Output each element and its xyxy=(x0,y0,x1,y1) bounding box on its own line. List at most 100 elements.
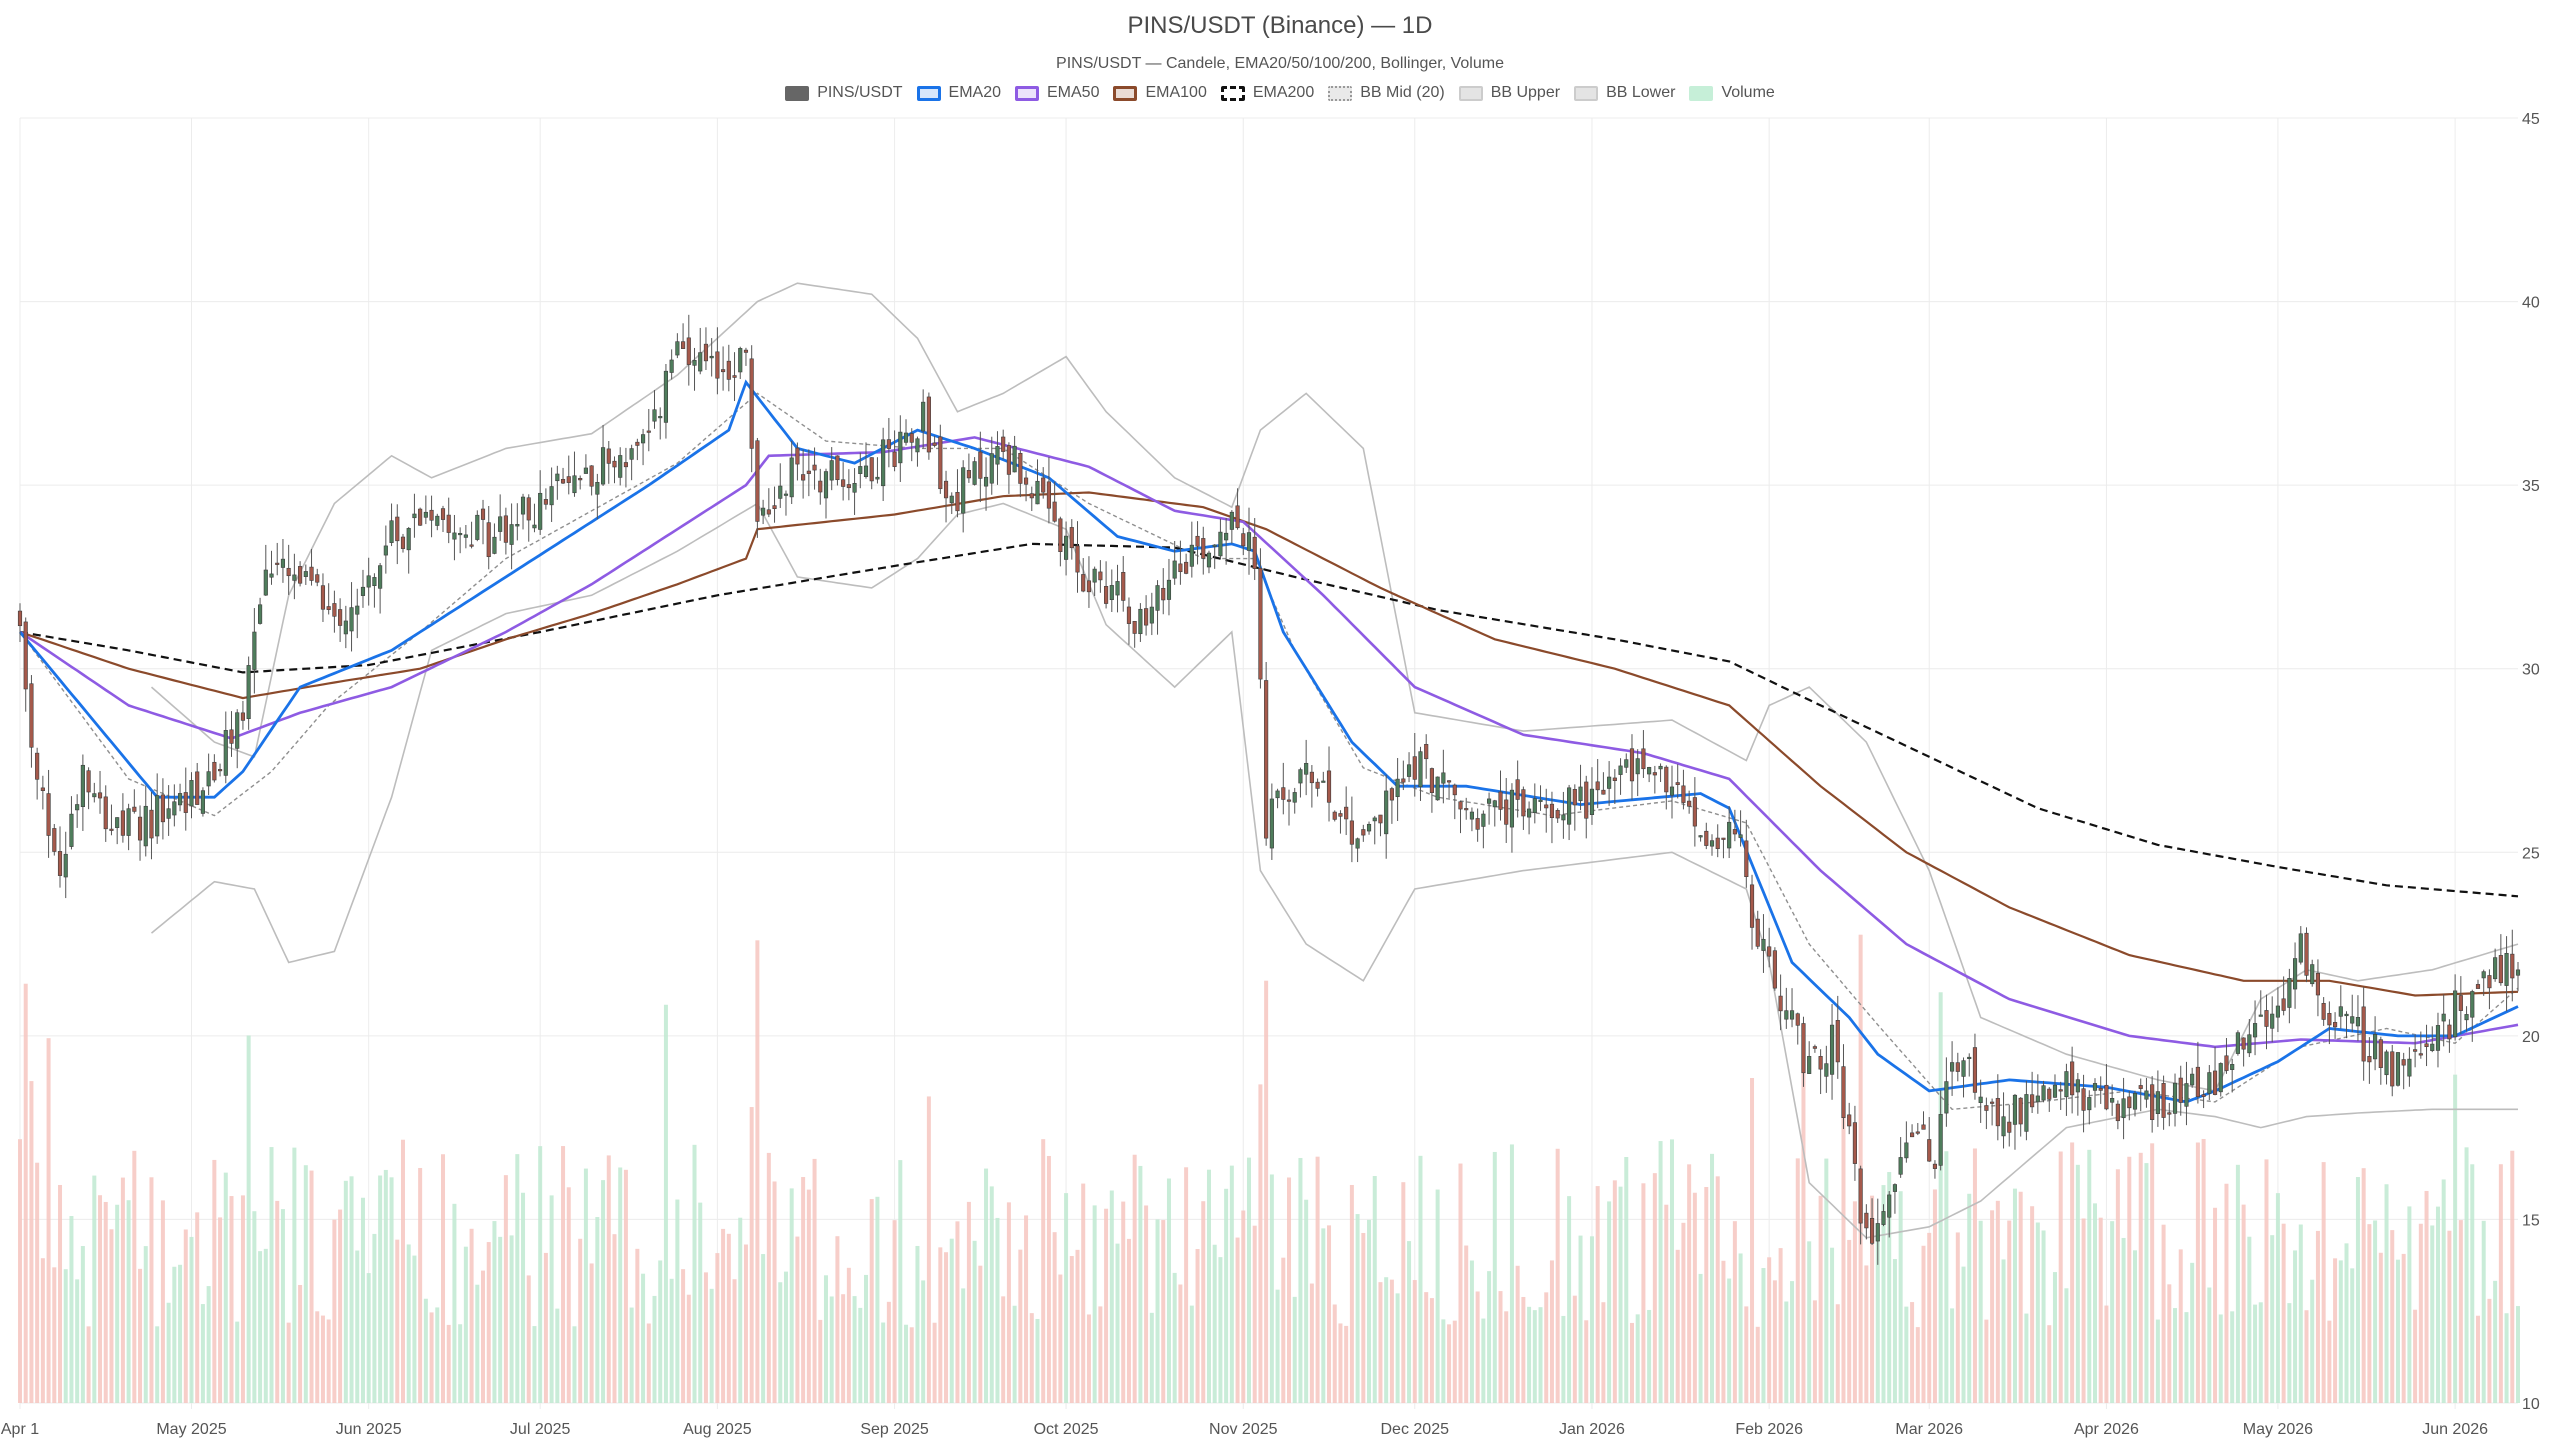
volume-bar xyxy=(1355,1214,1360,1403)
candle-body xyxy=(1847,1114,1852,1127)
volume-bar xyxy=(1075,1249,1080,1403)
candle-body xyxy=(1378,814,1383,824)
candle-body xyxy=(1275,790,1280,799)
candle-body xyxy=(1835,1020,1840,1063)
volume-bar xyxy=(1744,1306,1749,1403)
candle-body xyxy=(829,460,834,481)
legend-item[interactable]: BB Mid (20) xyxy=(1328,84,1445,102)
volume-bar xyxy=(218,1217,223,1403)
volume-bar xyxy=(1538,1307,1543,1403)
candle-body xyxy=(2418,1053,2423,1056)
candle-body xyxy=(292,574,297,581)
volume-bar xyxy=(1589,1236,1594,1403)
candle-body xyxy=(320,585,326,610)
chart-legend: PINS/USDT EMA20 EMA50 EMA100 EMA200 BB Mid (2… xyxy=(0,84,2560,102)
candle-body xyxy=(280,558,286,568)
candle-body xyxy=(681,341,686,349)
volume-bar xyxy=(115,1204,120,1403)
candle-body xyxy=(1504,799,1509,825)
legend-label: BB Lower xyxy=(1606,84,1676,101)
candle-body xyxy=(2333,1022,2338,1028)
volume-bar xyxy=(86,1326,91,1403)
volume-bar xyxy=(1721,1260,1726,1403)
candle-body xyxy=(1458,801,1463,810)
candle-body xyxy=(1515,779,1520,800)
volume-bar xyxy=(2035,1222,2040,1403)
volume-bar xyxy=(2104,1305,2109,1403)
candle-body xyxy=(1978,1096,1983,1103)
volume-bar xyxy=(1767,1257,1772,1403)
candle-body xyxy=(1092,568,1097,583)
legend-item[interactable]: EMA20 xyxy=(916,84,1001,102)
candle-body xyxy=(2247,1034,2252,1054)
volume-bar xyxy=(2344,1243,2349,1403)
volume-bar xyxy=(1155,1219,1160,1403)
legend-item[interactable]: EMA50 xyxy=(1015,84,1099,102)
volume-bar xyxy=(2201,1138,2206,1403)
candle-body xyxy=(2058,1089,2063,1092)
candle-body xyxy=(2030,1094,2035,1108)
candle-body xyxy=(1464,808,1469,811)
legend-item[interactable]: EMA100 xyxy=(1113,84,1207,102)
volume-bar xyxy=(2275,1193,2280,1403)
candle-body xyxy=(223,730,228,776)
volume-bar xyxy=(1881,1185,1886,1403)
candle-body xyxy=(2132,1093,2138,1110)
candle-body xyxy=(1315,781,1320,789)
candle-body xyxy=(1492,800,1497,808)
candle-body xyxy=(709,355,714,359)
volume-bar xyxy=(2498,1164,2503,1403)
volume-bar xyxy=(1218,1257,1223,1403)
candle-body xyxy=(2475,984,2481,989)
volume-bar xyxy=(126,1200,131,1403)
candle-body xyxy=(1561,814,1566,821)
legend-item[interactable]: Volume xyxy=(1689,84,1775,102)
volume-bar xyxy=(1361,1232,1366,1403)
legend-item[interactable]: BB Upper xyxy=(1458,84,1560,102)
volume-bar xyxy=(1801,1044,1806,1403)
volume-bar xyxy=(698,1202,703,1403)
candle-body xyxy=(1647,767,1652,775)
legend-item[interactable]: BB Lower xyxy=(1574,84,1675,102)
candle-body xyxy=(2098,1088,2103,1091)
volume-bar xyxy=(1144,1205,1149,1403)
candle-body xyxy=(1698,835,1703,838)
candle-body xyxy=(698,352,703,372)
candle-body xyxy=(1910,1132,1915,1138)
volume-bar xyxy=(2018,1191,2023,1403)
candle-body xyxy=(1607,776,1612,789)
candle-body xyxy=(1778,995,1783,1012)
candle-body xyxy=(2155,1091,2160,1114)
candle-body xyxy=(132,806,137,812)
volume-bar xyxy=(961,1288,966,1403)
x-tick-label: Oct 2025 xyxy=(1034,1421,1099,1438)
volume-bar xyxy=(2075,1164,2080,1403)
candle-body xyxy=(177,793,183,806)
candle-body xyxy=(721,369,726,373)
volume-bar xyxy=(143,1246,148,1403)
volume-bar xyxy=(1984,1319,1989,1403)
candle-body xyxy=(1041,477,1046,493)
y-tick-label: 45 xyxy=(2522,111,2540,128)
candle-body xyxy=(1469,811,1474,820)
volume-bar xyxy=(589,1263,594,1403)
candle-body xyxy=(635,441,640,446)
candle-body xyxy=(1172,560,1177,579)
legend-item[interactable]: EMA200 xyxy=(1220,84,1314,102)
volume-bar xyxy=(1852,1201,1857,1403)
legend-item[interactable]: PINS/USDT xyxy=(785,84,903,102)
volume-bar xyxy=(1235,1237,1240,1403)
x-tick-label: Jul 2025 xyxy=(510,1421,571,1438)
volume-bar xyxy=(383,1169,388,1403)
volume-bar xyxy=(972,1240,977,1403)
candle-body xyxy=(1578,786,1583,802)
candle-body xyxy=(2413,1049,2418,1052)
volume-bar xyxy=(2515,1306,2521,1403)
volume-bar xyxy=(172,1266,177,1403)
volume-bar xyxy=(1469,1260,1474,1403)
volume-bar xyxy=(1681,1222,1686,1403)
candle-body xyxy=(772,505,777,509)
candle-body xyxy=(200,790,205,814)
legend-swatch-icon xyxy=(1015,85,1039,101)
candle-body xyxy=(789,457,794,498)
